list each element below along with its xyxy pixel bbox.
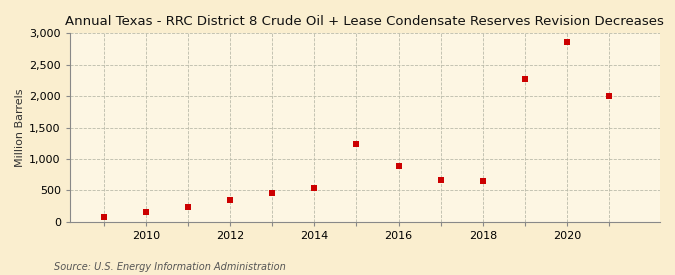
Point bbox=[225, 197, 236, 202]
Title: Annual Texas - RRC District 8 Crude Oil + Lease Condensate Reserves Revision Dec: Annual Texas - RRC District 8 Crude Oil … bbox=[65, 15, 664, 28]
Point bbox=[182, 205, 193, 209]
Point bbox=[435, 178, 446, 183]
Point bbox=[140, 210, 151, 214]
Point bbox=[604, 93, 615, 98]
Point bbox=[351, 142, 362, 147]
Point bbox=[562, 40, 572, 44]
Point bbox=[477, 179, 488, 183]
Text: Source: U.S. Energy Information Administration: Source: U.S. Energy Information Administ… bbox=[54, 262, 286, 272]
Point bbox=[394, 164, 404, 169]
Y-axis label: Million Barrels: Million Barrels bbox=[15, 88, 25, 167]
Point bbox=[520, 76, 531, 81]
Point bbox=[309, 186, 320, 190]
Point bbox=[267, 191, 277, 195]
Point bbox=[98, 215, 109, 219]
